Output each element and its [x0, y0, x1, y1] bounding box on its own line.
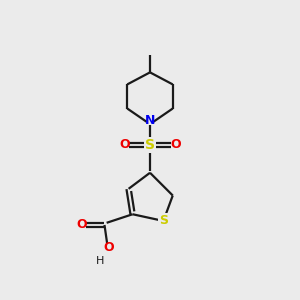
Text: O: O [76, 218, 87, 231]
Text: O: O [119, 138, 130, 151]
Text: H: H [96, 256, 105, 266]
Text: S: S [159, 214, 168, 227]
Text: O: O [170, 138, 181, 151]
Text: N: N [145, 114, 155, 127]
Text: O: O [103, 241, 114, 254]
Text: S: S [145, 138, 155, 152]
